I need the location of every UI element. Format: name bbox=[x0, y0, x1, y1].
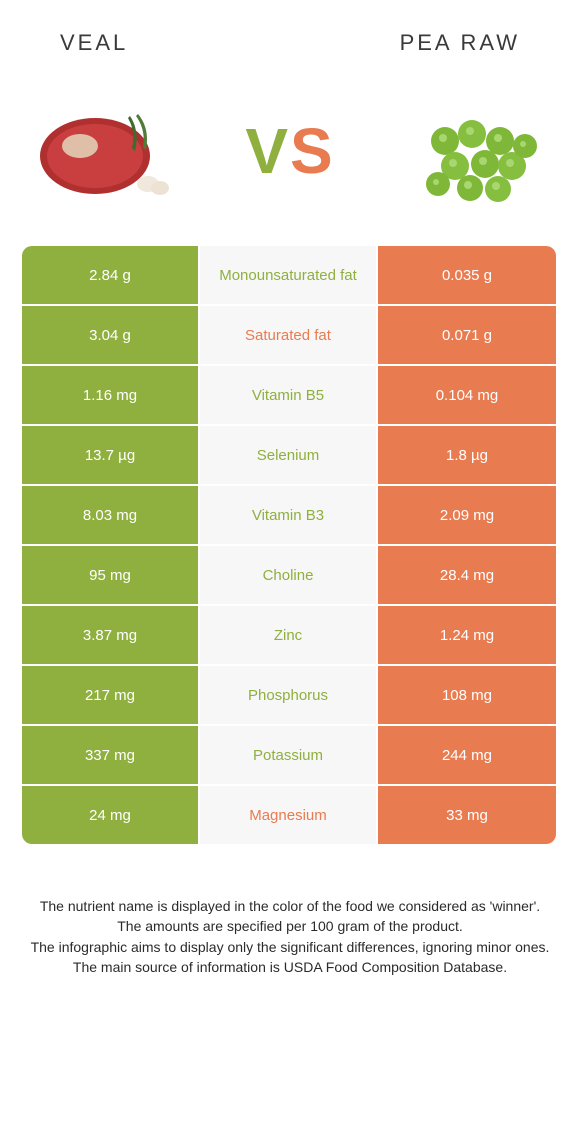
nutrient-label: Magnesium bbox=[200, 786, 378, 844]
right-value: 28.4 mg bbox=[378, 546, 556, 604]
table-row: 1.16 mgVitamin B50.104 mg bbox=[22, 366, 558, 426]
nutrient-label: Phosphorus bbox=[200, 666, 378, 724]
right-value: 33 mg bbox=[378, 786, 556, 844]
nutrient-label: Monounsaturated fat bbox=[200, 246, 378, 304]
right-value: 244 mg bbox=[378, 726, 556, 784]
vs-label: VS bbox=[245, 114, 334, 188]
veal-image bbox=[30, 96, 180, 206]
vs-s: S bbox=[290, 114, 335, 188]
table-row: 2.84 gMonounsaturated fat0.035 g bbox=[22, 246, 558, 306]
footer-line: The infographic aims to display only the… bbox=[30, 937, 550, 957]
table-row: 24 mgMagnesium33 mg bbox=[22, 786, 558, 846]
footer-line: The nutrient name is displayed in the co… bbox=[30, 896, 550, 916]
left-value: 8.03 mg bbox=[22, 486, 200, 544]
nutrient-table: 2.84 gMonounsaturated fat0.035 g3.04 gSa… bbox=[22, 246, 558, 846]
left-value: 24 mg bbox=[22, 786, 200, 844]
nutrient-label: Saturated fat bbox=[200, 306, 378, 364]
nutrient-label: Selenium bbox=[200, 426, 378, 484]
left-value: 1.16 mg bbox=[22, 366, 200, 424]
peas-image bbox=[400, 96, 550, 206]
nutrient-label: Zinc bbox=[200, 606, 378, 664]
nutrient-label: Potassium bbox=[200, 726, 378, 784]
left-value: 13.7 µg bbox=[22, 426, 200, 484]
nutrient-label: Vitamin B5 bbox=[200, 366, 378, 424]
right-food-title: PEA RAW bbox=[400, 30, 520, 56]
right-value: 0.035 g bbox=[378, 246, 556, 304]
nutrient-label: Vitamin B3 bbox=[200, 486, 378, 544]
footer-line: The amounts are specified per 100 gram o… bbox=[30, 916, 550, 936]
table-row: 3.04 gSaturated fat0.071 g bbox=[22, 306, 558, 366]
left-value: 3.87 mg bbox=[22, 606, 200, 664]
header: VEAL PEA RAW bbox=[0, 0, 580, 66]
table-row: 217 mgPhosphorus108 mg bbox=[22, 666, 558, 726]
left-value: 95 mg bbox=[22, 546, 200, 604]
vs-row: VS bbox=[0, 66, 580, 246]
right-value: 1.8 µg bbox=[378, 426, 556, 484]
left-value: 2.84 g bbox=[22, 246, 200, 304]
table-row: 3.87 mgZinc1.24 mg bbox=[22, 606, 558, 666]
nutrient-label: Choline bbox=[200, 546, 378, 604]
right-value: 0.071 g bbox=[378, 306, 556, 364]
vs-v: V bbox=[245, 114, 290, 188]
left-value: 217 mg bbox=[22, 666, 200, 724]
table-row: 95 mgCholine28.4 mg bbox=[22, 546, 558, 606]
table-row: 8.03 mgVitamin B32.09 mg bbox=[22, 486, 558, 546]
left-value: 337 mg bbox=[22, 726, 200, 784]
table-row: 13.7 µgSelenium1.8 µg bbox=[22, 426, 558, 486]
footer-notes: The nutrient name is displayed in the co… bbox=[0, 846, 580, 997]
right-value: 1.24 mg bbox=[378, 606, 556, 664]
table-row: 337 mgPotassium244 mg bbox=[22, 726, 558, 786]
right-value: 2.09 mg bbox=[378, 486, 556, 544]
right-value: 0.104 mg bbox=[378, 366, 556, 424]
right-value: 108 mg bbox=[378, 666, 556, 724]
left-food-title: VEAL bbox=[60, 30, 128, 56]
left-value: 3.04 g bbox=[22, 306, 200, 364]
footer-line: The main source of information is USDA F… bbox=[30, 957, 550, 977]
